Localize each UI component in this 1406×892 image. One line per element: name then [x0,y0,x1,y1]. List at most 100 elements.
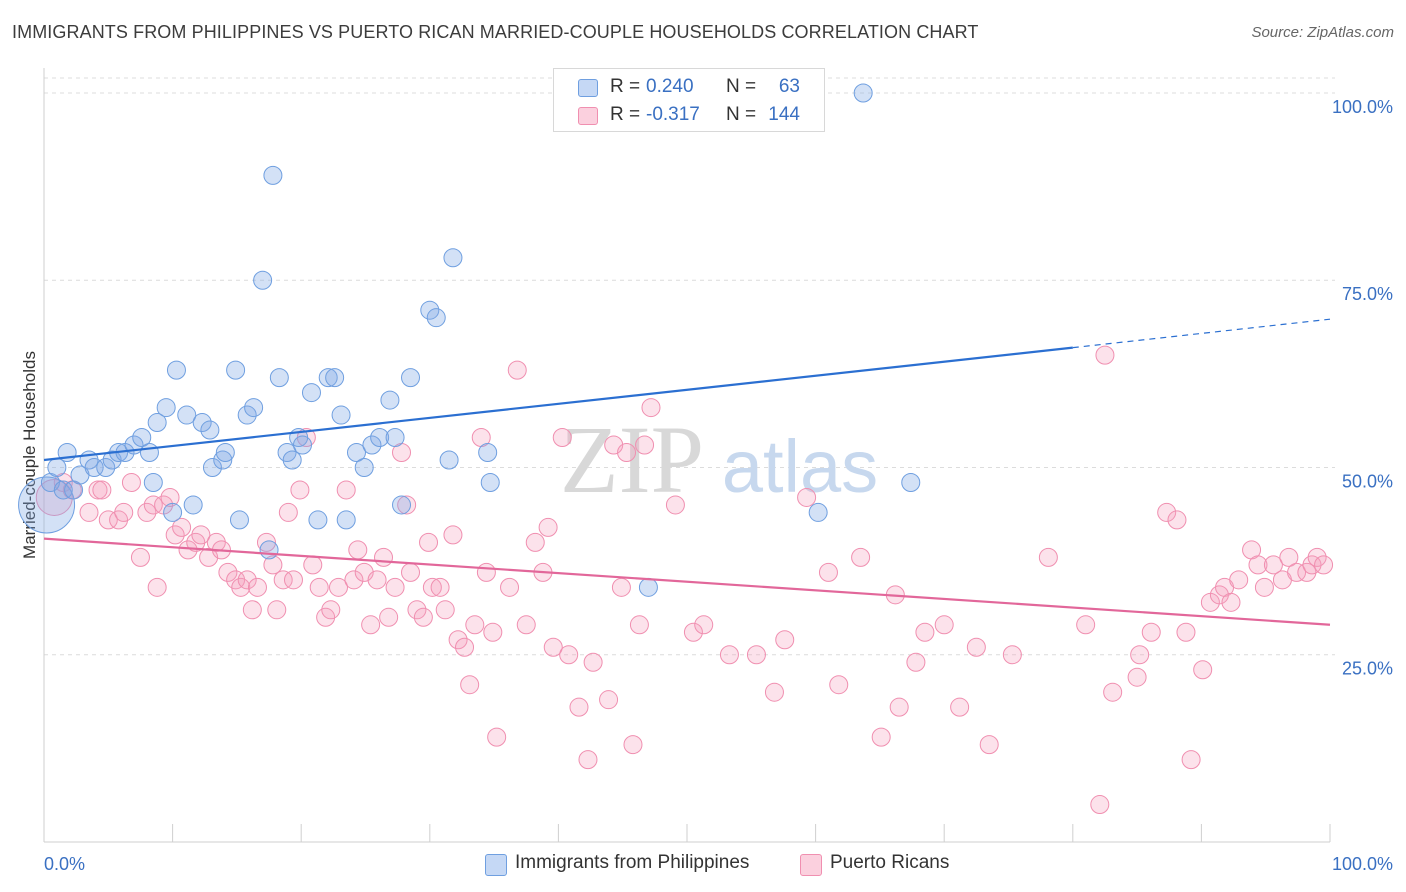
puerto-rican-point [263,555,283,575]
puerto-rican-point [278,502,298,522]
puerto-rican-point [267,600,287,620]
philippines-point [385,428,405,448]
puerto-rican-point [413,607,433,627]
puerto-rican-point [818,562,838,582]
puerto-rican-point [290,480,310,500]
philippines-point [392,495,412,515]
puerto-rican-point [797,487,817,507]
puerto-rican-point [889,697,909,717]
puerto-rican-point [665,495,685,515]
puerto-rican-point [455,637,475,657]
philippines-point [156,398,176,418]
puerto-rican-point [1095,345,1115,365]
grid-lines [44,77,1335,656]
philippines-points [18,83,921,597]
puerto-rican-point [611,577,631,597]
puerto-rican-point [1254,577,1274,597]
puerto-rican-point [231,577,251,597]
puerto-rican-point [934,615,954,635]
puerto-rican-point [435,600,455,620]
watermark: ZIP atlas [560,406,878,513]
philippines-point [269,368,289,388]
philippines-point [213,450,233,470]
puerto-rican-point [525,532,545,552]
puerto-rican-point [374,547,394,567]
legend-n-value: 144 [768,104,800,125]
philippines-point [318,368,338,388]
philippines-point [226,360,246,380]
puerto-rican-point [559,645,579,665]
puerto-rican-point [950,697,970,717]
philippines-point [215,443,235,463]
puerto-rican-point [915,622,935,642]
philippines-point [362,435,382,455]
puerto-rican-point [538,517,558,537]
puerto-rican-point [1167,510,1187,530]
puerto-rican-point [1038,547,1058,567]
puerto-rican-point [283,570,303,590]
puerto-rican-point [1141,622,1161,642]
philippines-point [380,390,400,410]
philippines-point [200,420,220,440]
puerto-rican-point [336,480,356,500]
puerto-rican-point [1314,555,1334,575]
puerto-rican-point [1181,750,1201,770]
y-tick-label: 75.0% [1342,284,1393,304]
puerto-rican-point [552,428,572,448]
chart-title: IMMIGRANTS FROM PHILIPPINES VS PUERTO RI… [12,22,979,42]
legend-swatch-pink [800,854,822,876]
puerto-rican-point [147,577,167,597]
puerto-rican-point [160,487,180,507]
philippines-point [426,308,446,328]
puerto-rican-point [465,615,485,635]
philippines-point [96,457,116,477]
philippines-point [229,510,249,530]
puerto-rican-point [483,622,503,642]
philippines-point [808,502,828,522]
puerto-rican-point [443,525,463,545]
puerto-rican-point [367,570,387,590]
puerto-rican-point [764,682,784,702]
legend-swatch-blue [485,854,507,876]
puerto-rican-point [1127,667,1147,687]
philippines-point [47,457,67,477]
puerto-rican-point [1002,645,1022,665]
legend-swatch-blue [578,79,598,97]
puerto-rican-point [1193,660,1213,680]
puerto-rican-point [599,690,619,710]
puerto-rican-point [165,525,185,545]
legend-swatch-pink [578,107,598,125]
puerto-rican-point [385,577,405,597]
puerto-rican-point [1103,682,1123,702]
puerto-rican-point [1076,615,1096,635]
puerto-rican-point [1157,502,1177,522]
puerto-rican-point [397,495,417,515]
philippines-trend-extension [1072,318,1331,349]
legend-label-puerto-ricans: Puerto Ricans [830,852,950,873]
philippines-point [401,368,421,388]
puerto-rican-point [1176,622,1196,642]
philippines-point [237,405,257,425]
philippines-point [478,443,498,463]
puerto-rican-point [516,615,536,635]
puerto-rican-point [121,472,141,492]
puerto-rican-point [172,517,192,537]
puerto-rican-point [629,615,649,635]
puerto-rican-point [641,398,661,418]
puerto-rican-point [500,577,520,597]
philippines-point [259,540,279,560]
puerto-rican-point [419,532,439,552]
legend-r-value: -0.317 [646,104,700,125]
puerto-rican-point [1221,592,1241,612]
watermark-atlas: atlas [722,425,878,508]
philippines-point [166,360,186,380]
philippines-point [443,248,463,268]
puerto-rican-point [401,562,421,582]
legend-row-philippines: R = 0.240 N = 63 [554,73,824,101]
x-tick-label-max: 100.0% [1332,854,1393,874]
philippines-point [139,443,159,463]
puerto-rican-point [98,510,118,530]
puerto-ricans-points [35,345,1334,815]
legend-n-label: N = [726,76,757,97]
